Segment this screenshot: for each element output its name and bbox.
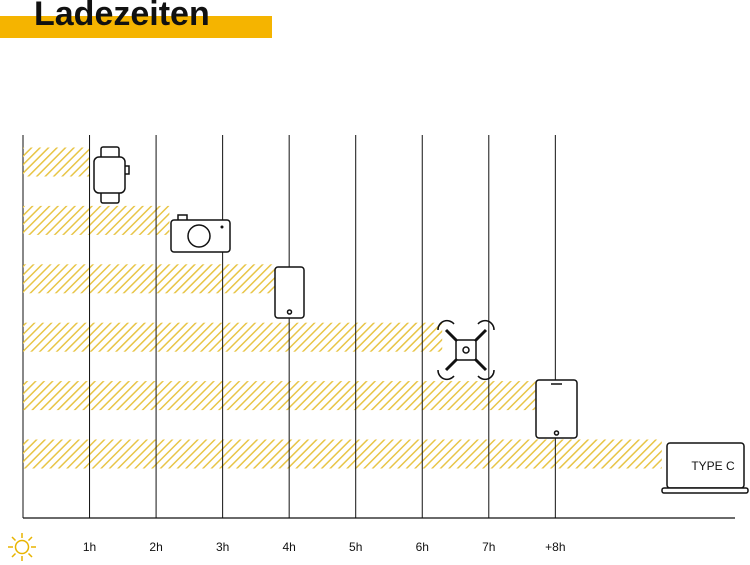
bar (23, 439, 662, 469)
x-tick-label: 6h (416, 540, 429, 554)
bar (23, 322, 443, 352)
annotation: TYPE C (691, 459, 735, 473)
bar (23, 381, 536, 411)
camera-icon (170, 214, 231, 253)
bar (23, 264, 276, 294)
icons: TYPE C (8, 146, 749, 561)
drone-icon (437, 319, 495, 381)
sun-icon (8, 533, 36, 561)
plot: 1h 2h 3h 4h 5h 6h 7h +8h (22, 135, 735, 554)
x-tick-label: 4h (282, 540, 295, 554)
watch-icon (93, 146, 130, 204)
x-tick-label: 3h (216, 540, 229, 554)
x-tick-label: +8h (545, 540, 565, 554)
x-tick-label: 2h (149, 540, 162, 554)
chart-title: Ladezeiten (34, 0, 210, 33)
title-highlight (0, 16, 272, 38)
x-tick-label: 5h (349, 540, 362, 554)
x-tick-label: 7h (482, 540, 495, 554)
bar (23, 205, 170, 235)
tablet-icon (535, 379, 578, 439)
phone-icon (274, 266, 305, 319)
bar (23, 147, 90, 177)
laptop-icon: TYPE C (661, 442, 749, 494)
x-tick-label: 1h (83, 540, 96, 554)
